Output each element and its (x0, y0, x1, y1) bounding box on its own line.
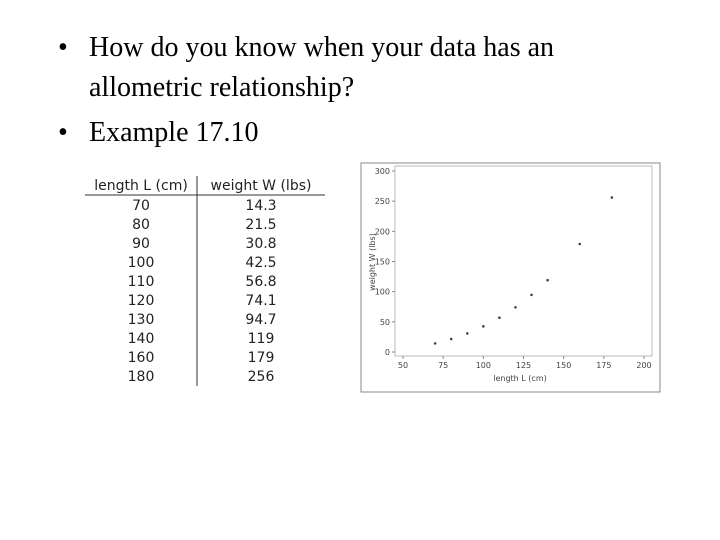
table-cell: 180 (128, 369, 155, 385)
x-tick-label: 50 (398, 361, 408, 370)
x-tick-label: 150 (556, 361, 571, 370)
table-cell: 30.8 (245, 236, 276, 252)
y-tick-label: 100 (375, 288, 390, 297)
y-axis-label: weight W (lbs) (368, 233, 377, 291)
table-cell: 119 (248, 331, 275, 347)
bullet-text: Example 17.10 (89, 117, 259, 148)
table-cell: 110 (128, 274, 155, 290)
table-cell: 100 (128, 255, 155, 271)
y-tick-label: 0 (385, 348, 390, 357)
x-tick-label: 100 (476, 361, 491, 370)
plot-frame (394, 165, 653, 357)
table-cell: 80 (132, 217, 150, 233)
table-cell: 94.7 (245, 312, 276, 328)
x-tick-label: 75 (438, 361, 448, 370)
point (433, 342, 437, 345)
x-tick-label: 200 (636, 361, 651, 370)
y-tick-label: 150 (375, 258, 390, 267)
table-cell: 120 (128, 293, 155, 309)
x-axis-label: length L (cm) (493, 374, 546, 383)
point (514, 305, 517, 309)
table-cell: 70 (132, 198, 150, 214)
point (449, 337, 453, 341)
point (465, 332, 469, 335)
table-cell: 21.5 (245, 217, 276, 233)
y-tick-label: 50 (380, 318, 390, 327)
table-cell: 74.1 (245, 293, 276, 309)
table-cell: 256 (248, 369, 275, 385)
point (578, 242, 582, 246)
point (546, 278, 549, 282)
table-cell: 130 (128, 312, 155, 328)
point (498, 316, 501, 320)
table-cell: 160 (128, 350, 155, 366)
point (530, 293, 533, 297)
table-cell: 56.8 (245, 274, 276, 290)
x-tick-label: 175 (596, 361, 611, 370)
bullet-text: How do you know when your data has an al… (89, 32, 555, 103)
y-tick-label: 300 (375, 167, 390, 176)
table-header: weight W (lbs) (211, 178, 312, 194)
table-cell: 42.5 (245, 255, 276, 271)
table-header: length L (cm) (94, 178, 188, 194)
table-cell: 140 (128, 331, 155, 347)
table-cell: 179 (248, 350, 275, 366)
chart-frame (360, 162, 661, 393)
y-tick-label: 200 (375, 227, 390, 236)
table-cell: 14.3 (245, 198, 276, 214)
y-tick-label: 250 (375, 197, 390, 206)
x-tick-label: 125 (516, 361, 531, 370)
point (482, 325, 485, 328)
point (610, 196, 614, 199)
table-cell: 90 (132, 236, 150, 252)
